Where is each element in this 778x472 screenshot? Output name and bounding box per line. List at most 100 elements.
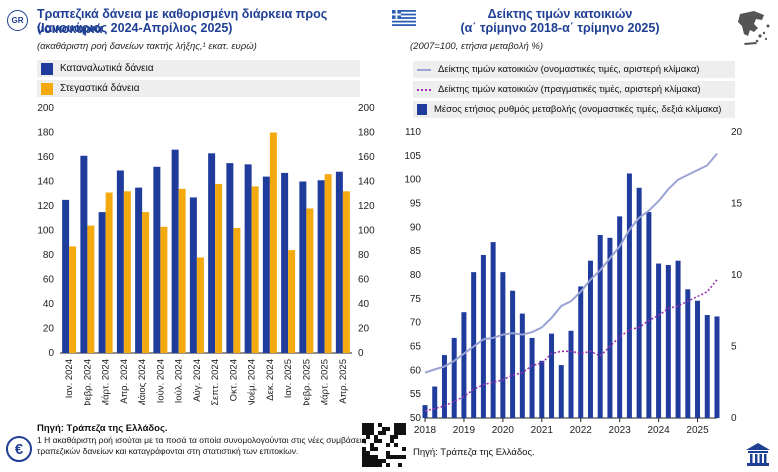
x-tick-label: 2021 xyxy=(531,425,554,436)
y-tick-left: 200 xyxy=(37,103,54,114)
bar-consumer xyxy=(62,199,70,353)
qr-code-icon[interactable] xyxy=(362,423,406,467)
bar-growth xyxy=(510,290,516,418)
x-tick-label: Ιαν. 2025 xyxy=(283,359,294,398)
greece-map-icon xyxy=(730,6,772,48)
bar-housing xyxy=(233,228,241,353)
y-tick-right: 10 xyxy=(731,270,743,281)
legend-real: Δείκτης τιμών κατοικιών (πραγματικές τιμ… xyxy=(413,81,735,98)
y-tick-left: 180 xyxy=(37,128,54,139)
legend-swatch-consumer xyxy=(41,62,53,75)
y-tick-left: 95 xyxy=(410,199,422,210)
x-tick-label: 2025 xyxy=(686,425,709,436)
legend-label-housing: Στεγαστικά δάνεια xyxy=(60,83,140,94)
bar-growth xyxy=(471,272,477,418)
bar-housing xyxy=(178,188,186,353)
y-tick-left: 160 xyxy=(37,152,54,163)
bar-growth xyxy=(646,212,652,418)
bar-consumer xyxy=(299,181,307,353)
bar-growth xyxy=(549,333,555,418)
y-tick-right: 180 xyxy=(358,128,375,139)
x-tick-label: 2020 xyxy=(492,425,515,436)
bar-growth xyxy=(480,254,486,418)
y-tick-right: 15 xyxy=(731,199,743,210)
bar-housing xyxy=(306,208,314,353)
y-tick-left: 90 xyxy=(410,222,422,233)
right-chart-units: (2007=100, ετήσια μεταβολή %) xyxy=(410,41,543,52)
y-tick-right: 0 xyxy=(731,413,737,424)
y-tick-right: 60 xyxy=(358,275,370,286)
bar-housing xyxy=(324,174,332,353)
y-tick-left: 55 xyxy=(410,389,422,400)
bar-growth xyxy=(539,360,545,418)
legend-label-consumer: Καταναλωτικά δάνεια xyxy=(60,63,154,74)
x-tick-label: Απρ. 2024 xyxy=(119,359,130,404)
bar-housing xyxy=(105,192,113,353)
x-tick-label: Μάιος 2024 xyxy=(137,359,148,405)
bar-consumer xyxy=(171,149,179,353)
y-tick-left: 80 xyxy=(410,270,422,281)
legend-growth: Μέσος ετήσιος ρυθμός μεταβολής (ονομαστι… xyxy=(413,101,735,118)
right-chart-subtitle: (α΄ τρίμηνο 2018-α΄ τρίμηνο 2025) xyxy=(460,21,660,35)
y-tick-right: 160 xyxy=(358,152,375,163)
x-tick-label: Μάρτ. 2025 xyxy=(320,359,331,405)
line-nominal xyxy=(424,152,718,374)
y-tick-left: 60 xyxy=(43,275,55,286)
x-tick-label: 2023 xyxy=(609,425,632,436)
legend-swatch-growth xyxy=(417,104,427,115)
legend-nominal: Δείκτης τιμών κατοικιών (ονομαστικές τιμ… xyxy=(413,61,735,78)
euro-icon: € xyxy=(6,436,32,462)
left-chart-units: (ακαθάριστη ροή δανείων τακτής λήξης,¹ ε… xyxy=(37,41,257,52)
y-tick-left: 80 xyxy=(43,250,55,261)
y-tick-left: 100 xyxy=(37,226,54,237)
bar-consumer xyxy=(189,197,197,353)
y-tick-right: 0 xyxy=(358,348,364,359)
bar-consumer xyxy=(80,155,88,353)
legend-label-nominal: Δείκτης τιμών κατοικιών (ονομαστικές τιμ… xyxy=(438,64,700,75)
region-badge: GR xyxy=(7,10,28,31)
x-tick-label: Σεπτ. 2024 xyxy=(210,359,221,405)
bar-growth xyxy=(665,264,671,418)
y-tick-left: 75 xyxy=(410,294,422,305)
y-tick-left: 65 xyxy=(410,342,422,353)
house-price-chart: 50 55 60 65 70 75 80 85 90 95 100 105 110 0 5 10 15 20 201… xyxy=(405,127,743,436)
x-tick-label: Δεκ. 2024 xyxy=(265,359,276,401)
bar-housing xyxy=(196,257,204,353)
bar-consumer xyxy=(208,153,216,353)
legend-consumer: Καταναλωτικά δάνεια xyxy=(37,60,360,77)
loans-bar-chart: 0 0 20 20 40 40 60 60 80 80 100 100 120 120 140 140 160 1… xyxy=(37,103,375,405)
legend-swatch-housing xyxy=(41,82,53,95)
y-tick-left: 0 xyxy=(48,348,54,359)
right-chart-title: Δείκτης τιμών κατοικιών xyxy=(487,7,633,21)
bar-growth xyxy=(626,173,632,418)
left-chart-title: Τραπεζικά δάνεια με καθορισμένη διάρκεια… xyxy=(37,7,328,36)
bar-housing xyxy=(142,212,150,353)
bar-consumer xyxy=(98,212,106,353)
bar-growth xyxy=(578,286,584,418)
bar-growth xyxy=(714,316,720,418)
x-tick-label: Απρ. 2025 xyxy=(338,359,349,404)
y-tick-left: 105 xyxy=(405,151,421,162)
bar-growth xyxy=(441,355,447,418)
y-tick-left: 70 xyxy=(410,318,422,329)
x-tick-label: 2019 xyxy=(453,425,476,436)
bar-growth xyxy=(695,300,701,418)
bar-growth xyxy=(656,263,662,418)
y-tick-left: 60 xyxy=(410,365,422,376)
left-chart-subtitle: (Ιανουάριος 2024-Απρίλιος 2025) xyxy=(37,21,233,35)
left-source: Πηγή: Τράπεζα της Ελλάδος. xyxy=(37,423,168,434)
legend-label-growth: Μέσος ετήσιος ρυθμός μεταβολής (ονομαστι… xyxy=(434,104,722,115)
bar-growth xyxy=(636,187,642,418)
y-tick-right: 100 xyxy=(358,226,375,237)
bar-growth xyxy=(607,237,613,418)
bar-housing xyxy=(288,250,296,353)
bar-growth xyxy=(597,234,603,418)
x-tick-label: Αύγ. 2024 xyxy=(192,359,203,402)
y-tick-right: 20 xyxy=(358,324,370,335)
y-tick-left: 110 xyxy=(405,127,421,138)
y-tick-right: 120 xyxy=(358,201,375,212)
legend-housing: Στεγαστικά δάνεια xyxy=(37,80,360,97)
bar-growth xyxy=(422,405,428,418)
bar-growth xyxy=(558,365,564,418)
left-footnote-line-2: τραπεζικών δανείων και καταγράφονται στη… xyxy=(37,446,299,456)
